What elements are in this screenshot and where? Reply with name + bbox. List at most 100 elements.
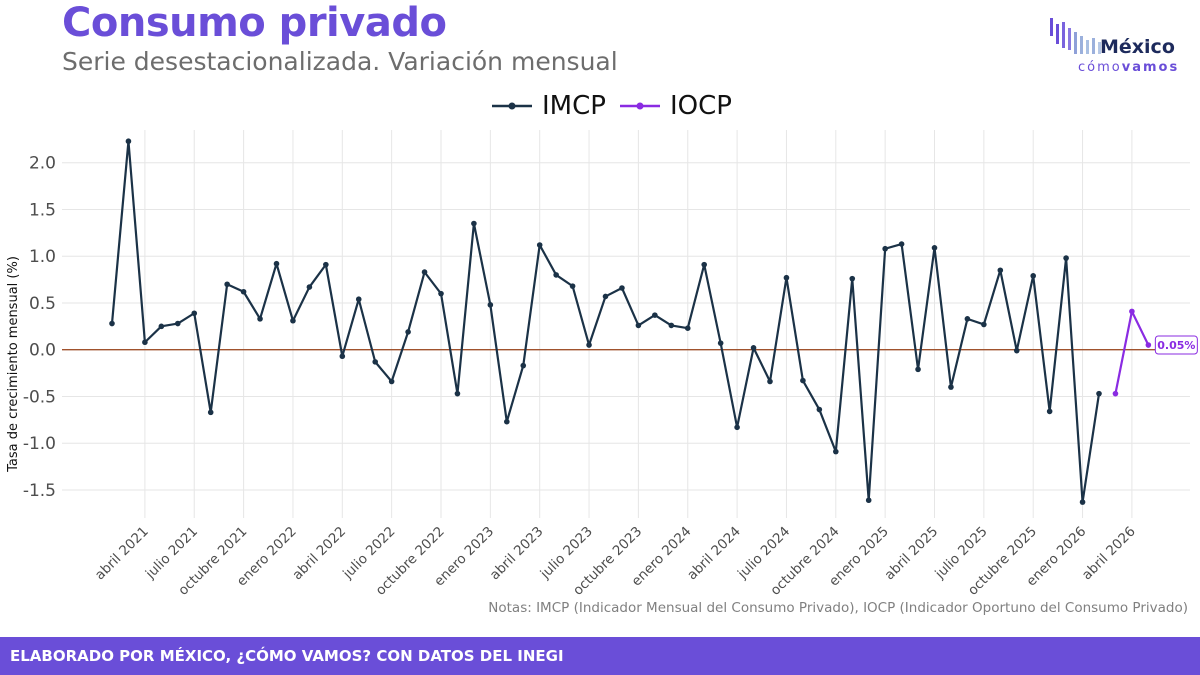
y-tick-label: 1.5: [29, 200, 56, 220]
value-label-box: [1154, 335, 1198, 355]
value-label: 0.05%: [1157, 339, 1195, 352]
legend-swatch-iocp: [619, 102, 660, 110]
data-point-imcp: [109, 320, 115, 327]
x-tick-label: abril 2022: [289, 524, 349, 584]
data-point-imcp: [339, 353, 346, 360]
data-point-imcp: [898, 241, 905, 247]
data-point-imcp: [652, 312, 658, 318]
y-tick-label: -1.5: [23, 481, 56, 501]
legend-label-iocp: IOCP: [669, 91, 732, 121]
y-tick-label: -0.5: [23, 387, 56, 407]
data-point-imcp: [405, 329, 411, 335]
data-point-imcp: [323, 261, 329, 268]
data-point-imcp: [273, 260, 280, 267]
data-point-imcp: [1063, 255, 1069, 261]
y-tick-label: -1.0: [23, 434, 56, 454]
data-point-imcp: [948, 384, 954, 390]
data-point-imcp: [388, 378, 395, 385]
legend-item-imcp: IMCP: [490, 91, 606, 121]
data-point-imcp: [734, 424, 740, 431]
footer-credit: ELABORADO POR MÉXICO, ¿CÓMO VAMOS? CON D…: [10, 647, 564, 665]
data-point-imcp: [520, 362, 527, 369]
data-point-imcp: [964, 316, 971, 322]
data-point-imcp: [372, 359, 379, 365]
data-point-imcp: [290, 317, 296, 324]
y-tick-label: 0.0: [29, 341, 56, 361]
data-point-imcp: [175, 320, 181, 327]
data-point-imcp: [635, 322, 642, 329]
page-title: Consumo privado: [62, 0, 447, 46]
x-tick-label: abril 2023: [487, 524, 547, 584]
data-point-imcp: [1079, 499, 1086, 505]
legend-label-imcp: IMCP: [542, 91, 606, 121]
logo-sub-light: cómo: [1078, 60, 1122, 75]
data-point-imcp: [487, 302, 494, 308]
chart-notes: Notas: IMCP (Indicador Mensual del Consu…: [488, 600, 1188, 616]
chart-legend: IMCP IOCP: [490, 88, 744, 124]
legend-swatch-imcp: [492, 102, 532, 110]
data-point-imcp: [207, 409, 214, 416]
data-point-imcp: [1030, 273, 1036, 279]
data-point-imcp: [240, 288, 247, 295]
data-point-imcp: [553, 272, 559, 278]
y-axis-label: Tasa de crecimiento mensual (%): [6, 256, 21, 473]
data-point-imcp: [257, 316, 263, 322]
legend-item-iocp: IOCP: [618, 91, 732, 121]
data-point-imcp: [668, 322, 675, 329]
y-tick-label: 1.0: [29, 247, 56, 267]
x-tick-label: abril 2024: [684, 524, 744, 584]
data-point-imcp: [602, 293, 609, 300]
data-point-imcp: [1013, 347, 1020, 354]
x-tick-label: abril 2025: [882, 524, 942, 584]
data-point-imcp: [800, 377, 806, 384]
data-point-imcp: [997, 267, 1004, 274]
data-point-imcp: [191, 310, 198, 317]
data-point-imcp: [915, 366, 921, 373]
data-point-imcp: [454, 390, 461, 397]
page-subtitle: Serie desestacionalizada. Variación mens…: [62, 47, 618, 76]
data-point-imcp: [882, 245, 888, 252]
data-point-imcp: [1096, 390, 1102, 397]
logo-sub-bold: vamos: [1121, 60, 1180, 75]
data-point-imcp: [158, 323, 165, 330]
data-point-imcp: [750, 345, 757, 351]
data-point-imcp: [684, 325, 691, 332]
data-point-imcp: [717, 340, 724, 346]
logo-bars-icon: [1050, 18, 1101, 54]
data-point-imcp: [438, 290, 444, 297]
data-point-imcp: [125, 138, 132, 145]
logo-subtitle: cómovamos: [1078, 60, 1179, 75]
y-tick-label: 2.0: [29, 154, 56, 174]
data-point-imcp: [569, 283, 576, 289]
data-point-imcp: [504, 418, 510, 425]
data-point-imcp: [783, 274, 790, 281]
data-point-imcp: [619, 285, 625, 291]
footer-bar: ELABORADO POR MÉXICO, ¿CÓMO VAMOS? CON D…: [0, 637, 1200, 675]
data-point-imcp: [224, 281, 230, 288]
data-point-imcp: [1046, 408, 1053, 415]
data-point-imcp: [142, 339, 148, 346]
series-line-imcp: [110, 140, 1101, 504]
data-point-iocp: [1112, 390, 1119, 397]
data-point-iocp: [1145, 342, 1152, 348]
data-point-imcp: [421, 269, 428, 275]
data-point-imcp: [471, 220, 477, 227]
data-point-imcp: [767, 378, 773, 385]
data-point-imcp: [931, 245, 938, 251]
data-point-imcp: [701, 261, 707, 268]
data-point-imcp: [586, 342, 592, 348]
data-point-imcp: [355, 296, 362, 303]
data-point-imcp: [865, 497, 872, 504]
logo-word: México: [1100, 36, 1175, 58]
x-tick-label: abril 2021: [92, 524, 152, 584]
data-point-imcp: [849, 275, 856, 282]
y-tick-label: 0.5: [29, 294, 56, 314]
data-point-iocp: [1129, 308, 1135, 315]
mexico-como-vamos-logo: México cómovamos: [1040, 12, 1190, 78]
data-point-imcp: [981, 321, 987, 328]
data-point-imcp: [833, 448, 839, 455]
data-point-imcp: [536, 242, 543, 248]
x-tick-label: abril 2026: [1079, 524, 1139, 584]
data-point-imcp: [306, 284, 313, 290]
